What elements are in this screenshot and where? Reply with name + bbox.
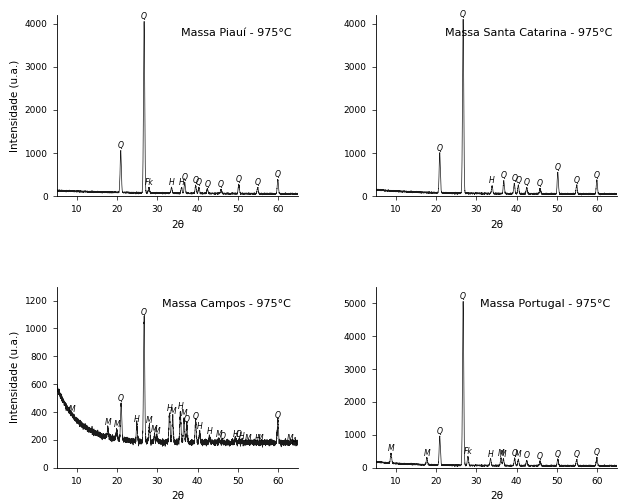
Text: Q: Q bbox=[524, 178, 530, 187]
Text: H: H bbox=[207, 428, 213, 437]
Y-axis label: Intensidade (u.a.): Intensidade (u.a.) bbox=[9, 59, 19, 152]
Text: Massa Piauí - 975°C: Massa Piauí - 975°C bbox=[181, 28, 291, 38]
Text: Q: Q bbox=[193, 412, 198, 421]
Text: Q: Q bbox=[236, 175, 242, 184]
Text: Massa Santa Catarina - 975°C: Massa Santa Catarina - 975°C bbox=[445, 28, 612, 38]
Text: Q: Q bbox=[141, 12, 147, 21]
Text: Fk: Fk bbox=[464, 447, 472, 456]
Text: M: M bbox=[257, 434, 264, 443]
Text: Q: Q bbox=[501, 172, 507, 181]
Text: M: M bbox=[500, 450, 507, 459]
Text: Massa Portugal - 975°C: Massa Portugal - 975°C bbox=[480, 299, 610, 309]
Text: M: M bbox=[287, 435, 294, 444]
Text: M: M bbox=[113, 421, 120, 430]
Text: H: H bbox=[134, 415, 140, 424]
Text: Q: Q bbox=[204, 180, 210, 189]
Text: Q: Q bbox=[574, 450, 580, 459]
Text: Q: Q bbox=[574, 176, 580, 185]
Text: H: H bbox=[255, 434, 260, 443]
Text: Q: Q bbox=[184, 415, 190, 424]
Text: M: M bbox=[105, 418, 111, 428]
Text: O: O bbox=[524, 451, 530, 460]
Text: Q: Q bbox=[437, 143, 443, 152]
Text: Q: Q bbox=[255, 178, 261, 187]
X-axis label: 2θ: 2θ bbox=[490, 491, 503, 501]
Text: H: H bbox=[232, 430, 238, 439]
Text: Q: Q bbox=[118, 394, 124, 403]
Text: M: M bbox=[154, 428, 160, 437]
Text: M: M bbox=[387, 444, 394, 453]
Text: M: M bbox=[244, 434, 251, 443]
Text: H: H bbox=[179, 178, 185, 187]
Text: M: M bbox=[69, 405, 76, 414]
Text: Q: Q bbox=[594, 171, 600, 180]
Text: Q: Q bbox=[193, 177, 198, 186]
X-axis label: 2θ: 2θ bbox=[171, 491, 184, 501]
Text: H: H bbox=[178, 402, 183, 411]
Text: Q: Q bbox=[118, 141, 123, 150]
Text: A: A bbox=[292, 437, 297, 446]
X-axis label: 2θ: 2θ bbox=[171, 220, 184, 230]
Text: Q: Q bbox=[141, 307, 147, 316]
Text: H: H bbox=[490, 177, 495, 186]
Text: M: M bbox=[515, 450, 522, 459]
Text: M: M bbox=[151, 426, 158, 434]
Text: Q: Q bbox=[512, 449, 518, 458]
Text: Q: Q bbox=[196, 178, 202, 187]
Text: M: M bbox=[146, 416, 152, 425]
Text: Q: Q bbox=[182, 173, 188, 182]
Text: M: M bbox=[216, 430, 223, 439]
Text: H: H bbox=[488, 450, 493, 459]
Text: Q: Q bbox=[460, 292, 466, 301]
Text: Q: Q bbox=[537, 452, 543, 461]
Text: Massa Campos - 975°C: Massa Campos - 975°C bbox=[163, 299, 291, 309]
Text: H: H bbox=[169, 178, 175, 187]
Text: Q: Q bbox=[460, 10, 466, 19]
Text: Q: Q bbox=[594, 448, 600, 457]
Text: H: H bbox=[239, 432, 245, 441]
Text: M: M bbox=[498, 449, 504, 458]
Text: Q: Q bbox=[512, 175, 517, 184]
Text: Q: Q bbox=[555, 450, 561, 459]
Y-axis label: Intensidade (u.a.): Intensidade (u.a.) bbox=[9, 331, 19, 424]
Text: Q: Q bbox=[218, 180, 224, 189]
Text: M: M bbox=[169, 406, 176, 415]
Text: H: H bbox=[166, 404, 173, 413]
Text: Q: Q bbox=[555, 162, 561, 172]
Text: O: O bbox=[220, 432, 226, 441]
Text: Q: Q bbox=[537, 179, 543, 188]
Text: H: H bbox=[197, 422, 203, 431]
Text: O: O bbox=[236, 430, 242, 439]
Text: Q: Q bbox=[275, 171, 281, 180]
Text: Q: Q bbox=[275, 410, 281, 420]
Text: Q: Q bbox=[515, 176, 521, 185]
X-axis label: 2θ: 2θ bbox=[490, 220, 503, 230]
Text: M: M bbox=[423, 449, 430, 458]
Text: Q: Q bbox=[437, 427, 443, 436]
Text: Fk: Fk bbox=[144, 178, 153, 187]
Text: M: M bbox=[181, 409, 187, 418]
